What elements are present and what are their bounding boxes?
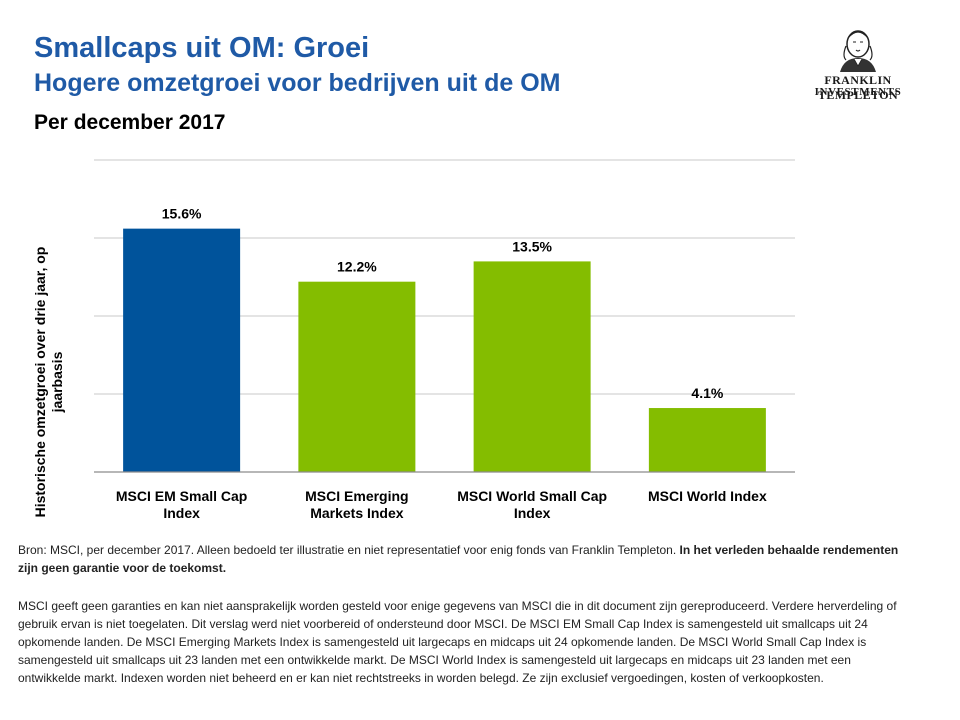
- bar-value-label: 15.6%: [162, 206, 202, 222]
- source-text: Bron: MSCI, per december 2017. Alleen be…: [18, 543, 680, 557]
- category-label: MSCI EM Small Cap Index: [116, 488, 247, 521]
- msci-disclaimer: MSCI geeft geen garanties en kan niet aa…: [18, 599, 897, 685]
- bar: [648, 408, 766, 472]
- page-title: Smallcaps uit OM: Groei: [34, 32, 370, 64]
- bar-value-label: 12.2%: [337, 259, 377, 275]
- bar: [298, 281, 416, 472]
- category-label: MSCI Emerging Markets Index: [305, 488, 408, 521]
- category-label: MSCI World Index: [648, 488, 767, 504]
- bar-value-label: 13.5%: [512, 238, 552, 254]
- logo-subline: INVESTMENTS: [814, 86, 902, 98]
- page-subtitle: Hogere omzetgroei voor bedrijven uit de …: [34, 69, 561, 97]
- category-label: MSCI World Small Cap Index: [457, 488, 607, 521]
- bar: [473, 261, 591, 472]
- logo-wordmark: FRANKLIN TEMPLETON: [817, 73, 899, 102]
- as-of-date: Per december 2017: [34, 111, 226, 134]
- bar-chart: 15.6% MSCI EM Small Cap Index 12.2% MSCI Eme…: [94, 159, 795, 521]
- bar: [123, 228, 241, 472]
- performance-warning: In het verleden behaalde rendementen zij…: [18, 543, 899, 575]
- franklin-portrait-icon: [840, 30, 876, 72]
- source-note: Bron: MSCI, per december 2017. Alleen be…: [18, 541, 918, 577]
- bar-value-label: 4.1%: [691, 385, 723, 401]
- franklin-templeton-logo: FRANKLIN TEMPLETON INVESTMENTS: [788, 26, 928, 102]
